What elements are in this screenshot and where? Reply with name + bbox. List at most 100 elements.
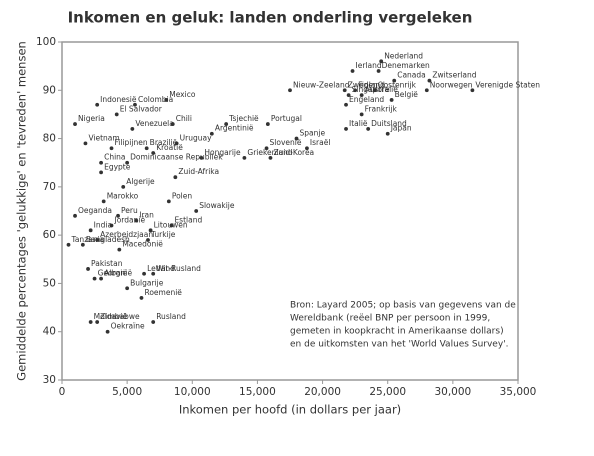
- note-line: Wereldbank (reëel BNP per persoon in 199…: [290, 314, 490, 324]
- point-label: Egypte: [104, 162, 131, 171]
- note-line: en de uitkomsten van het 'World Values S…: [290, 340, 509, 350]
- point-label: Nigeria: [78, 114, 105, 123]
- point-label: El Salvador: [120, 104, 163, 113]
- point: [101, 199, 106, 204]
- point: [134, 218, 139, 223]
- point-label: Albanië: [104, 269, 132, 278]
- point: [95, 238, 100, 242]
- point-label: Noorwegen: [430, 80, 473, 89]
- point-label: Spanje: [300, 129, 326, 138]
- point: [359, 93, 364, 98]
- point: [125, 286, 130, 291]
- point: [427, 78, 432, 83]
- point: [86, 267, 90, 271]
- point-label: Turkije: [150, 230, 176, 239]
- point: [264, 146, 269, 151]
- point: [151, 271, 156, 276]
- point: [379, 59, 384, 64]
- point-label: Slowakije: [199, 201, 235, 210]
- point: [99, 160, 103, 165]
- point: [294, 136, 299, 141]
- point-label: Australië: [365, 85, 399, 94]
- point-label: Slovenië: [270, 138, 302, 147]
- point: [470, 88, 475, 93]
- point-label: Filipijnen: [115, 138, 148, 147]
- point-label: Wit-Rusland: [156, 264, 201, 273]
- point: [133, 102, 137, 107]
- point-label: Argentinië: [215, 124, 254, 133]
- point-label: Bulgarije: [130, 278, 164, 287]
- point: [424, 88, 429, 93]
- point: [151, 151, 156, 155]
- point: [288, 88, 292, 93]
- point: [194, 209, 199, 213]
- point-label: Finland: [358, 80, 385, 89]
- point: [109, 223, 114, 228]
- point: [353, 88, 358, 93]
- point: [139, 296, 144, 300]
- point: [169, 223, 174, 228]
- point-label: Rusland: [156, 312, 186, 321]
- point: [385, 131, 390, 136]
- point-label: Griekenland: [247, 148, 292, 157]
- point: [114, 112, 119, 117]
- point-label: Kroatië: [156, 143, 183, 152]
- note-line: Bron: Layard 2005; op basis van gegevens…: [290, 301, 516, 311]
- point-label: Jordanië: [114, 215, 146, 224]
- point: [366, 127, 371, 131]
- point: [224, 122, 229, 126]
- point-label: Colombia: [138, 95, 173, 104]
- point-label: Polen: [172, 191, 193, 200]
- point: [376, 69, 381, 73]
- x-tick-label: 20,000: [304, 386, 341, 398]
- y-tick-label: 40: [43, 326, 56, 338]
- point: [95, 320, 100, 324]
- point: [342, 88, 347, 93]
- point: [350, 69, 355, 73]
- point: [146, 238, 150, 242]
- point-label: Estland: [174, 215, 202, 224]
- point-label: Tsjechië: [228, 114, 259, 123]
- y-tick-label: 100: [36, 36, 56, 48]
- point-label: Dominicaanse Republiek: [130, 153, 223, 162]
- point-label: Portugal: [271, 114, 302, 123]
- x-tick-label: 5,000: [112, 386, 142, 398]
- point: [117, 247, 122, 252]
- point: [80, 242, 85, 247]
- point-label: Roemenië: [144, 288, 182, 297]
- point-label: Singapore: [352, 85, 390, 94]
- x-tick-label: 0: [59, 386, 66, 398]
- point-label: Zuid-Afrika: [178, 167, 219, 176]
- y-tick-label: 80: [43, 133, 56, 145]
- chart-title: Inkomen en geluk: landen onderling verge…: [68, 9, 473, 27]
- point-label: Algerije: [126, 177, 155, 186]
- point: [164, 98, 169, 102]
- point: [66, 242, 71, 247]
- point-label: Japan: [390, 124, 412, 133]
- point: [344, 127, 348, 131]
- point-label: Nederland: [384, 51, 423, 60]
- point: [305, 146, 309, 151]
- point: [125, 160, 130, 165]
- point-label: Chili: [176, 114, 192, 123]
- point-label: Bangladesh: [86, 235, 130, 244]
- point-label: Italië: [349, 119, 368, 128]
- plot-frame: [61, 41, 519, 381]
- point-label: België: [395, 90, 419, 99]
- point: [99, 276, 103, 281]
- point-label: Moldavië: [94, 312, 128, 321]
- point-label: Tanzania: [71, 235, 105, 244]
- point: [99, 170, 103, 175]
- y-axis-label: Gemiddelde percentages 'gelukkige' en 't…: [15, 41, 29, 381]
- point-label: Iran: [139, 211, 154, 220]
- point: [88, 320, 93, 324]
- y-tick-label: 70: [43, 181, 56, 193]
- point-label: Frankrijk: [365, 104, 398, 113]
- point-label: Ierland: [356, 61, 382, 70]
- point-label: China: [104, 153, 125, 162]
- x-axis-label: Inkomen per hoofd (in dollars per jaar): [179, 403, 401, 417]
- point: [142, 271, 146, 276]
- point-label: Oostenrijk: [378, 80, 417, 89]
- point: [73, 122, 77, 126]
